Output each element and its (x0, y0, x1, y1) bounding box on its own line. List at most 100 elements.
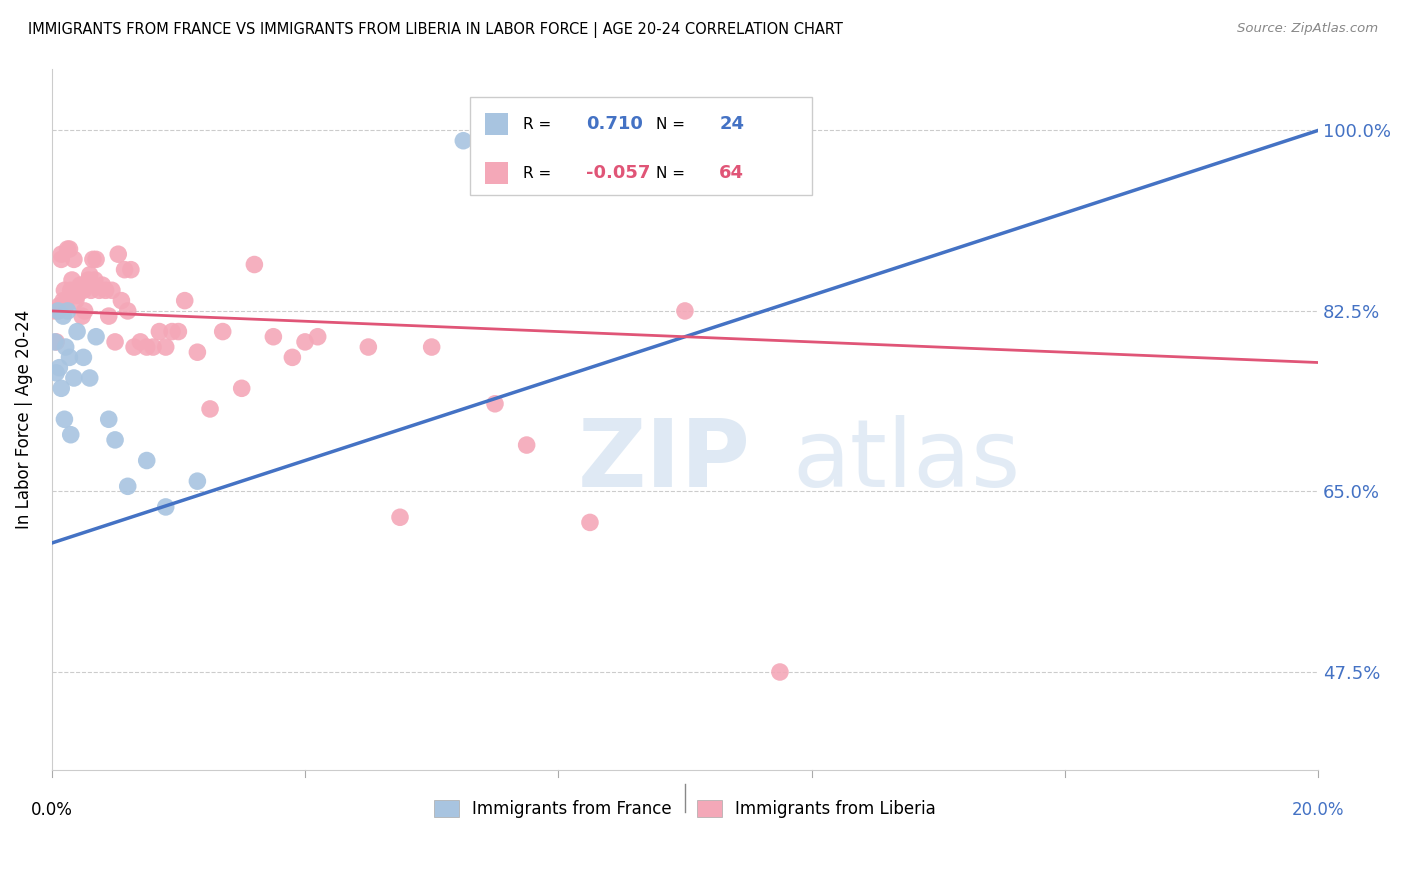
Point (48, 299, 70, 313)
Point (186, 345, 208, 359)
Point (66, 288, 89, 302)
Bar (485, 113, 508, 136)
Point (79, 371, 101, 385)
Point (307, 330, 329, 344)
Text: Source: ZipAtlas.com: Source: ZipAtlas.com (1237, 22, 1378, 36)
Point (72, 283, 94, 297)
Point (66, 325, 89, 339)
Point (53, 283, 76, 297)
Point (51, 381, 73, 395)
Point (198, 401, 221, 416)
Point (357, 340, 380, 354)
Point (135, 340, 157, 354)
Point (82, 252, 104, 267)
Point (91, 278, 114, 293)
Point (80, 283, 103, 297)
Point (104, 334, 127, 349)
Point (94, 283, 117, 297)
Point (46, 304, 69, 318)
Point (77, 273, 100, 287)
Point (101, 283, 124, 297)
Point (63, 371, 86, 385)
Point (44, 334, 66, 349)
Point (122, 340, 145, 354)
Point (243, 258, 266, 272)
Point (44, 304, 66, 318)
Point (51, 252, 73, 267)
Point (70, 309, 93, 323)
Text: N =: N = (655, 117, 690, 132)
Point (135, 453, 157, 467)
Point (186, 474, 208, 488)
Point (769, 665, 792, 679)
Point (104, 433, 127, 447)
Point (72, 351, 94, 365)
Bar (470, 96, 811, 194)
Text: 24: 24 (718, 115, 744, 133)
Point (56, 242, 79, 256)
Point (59, 427, 82, 442)
Point (51, 247, 73, 261)
Point (76, 278, 98, 293)
Point (65, 293, 87, 308)
Text: 0.0%: 0.0% (31, 800, 73, 819)
Point (110, 293, 132, 308)
Point (53, 412, 76, 426)
Point (60, 273, 83, 287)
Point (117, 304, 139, 318)
Point (45, 334, 67, 349)
Point (231, 381, 253, 395)
Point (388, 510, 411, 524)
Point (579, 516, 602, 530)
Text: 20.0%: 20.0% (1292, 800, 1344, 819)
Point (281, 351, 304, 365)
Point (160, 325, 183, 339)
Point (120, 262, 142, 277)
Point (516, 438, 538, 452)
Point (673, 304, 696, 318)
Point (52, 293, 75, 308)
Point (69, 278, 91, 293)
Text: ZIP: ZIP (578, 416, 751, 508)
Point (294, 334, 316, 349)
Point (211, 325, 233, 339)
Y-axis label: In Labor Force | Age 20-24: In Labor Force | Age 20-24 (15, 310, 32, 529)
Text: atlas: atlas (793, 416, 1021, 508)
Point (55, 299, 77, 313)
Point (52, 309, 75, 323)
Point (155, 340, 177, 354)
Text: R =: R = (523, 117, 555, 132)
Point (484, 128, 506, 143)
Point (129, 334, 152, 349)
Point (84, 252, 107, 267)
Text: 0.710: 0.710 (586, 115, 643, 133)
Point (142, 340, 165, 354)
Point (73, 304, 96, 318)
Point (63, 252, 86, 267)
Point (83, 273, 105, 287)
Point (117, 479, 139, 493)
Text: -0.057: -0.057 (586, 164, 651, 182)
Point (148, 325, 170, 339)
Point (114, 262, 136, 277)
Text: 64: 64 (718, 164, 744, 182)
Bar (485, 162, 508, 185)
Point (84, 330, 107, 344)
Point (45, 366, 67, 380)
Text: N =: N = (655, 166, 690, 181)
Text: IMMIGRANTS FROM FRANCE VS IMMIGRANTS FROM LIBERIA IN LABOR FORCE | AGE 20-24 COR: IMMIGRANTS FROM FRANCE VS IMMIGRANTS FRO… (28, 22, 844, 38)
Point (89, 283, 111, 297)
Point (420, 340, 443, 354)
Text: R =: R = (523, 166, 555, 181)
Point (59, 283, 82, 297)
Point (453, 134, 475, 148)
Point (58, 242, 80, 256)
Point (79, 268, 101, 282)
Legend: Immigrants from France, Immigrants from Liberia: Immigrants from France, Immigrants from … (427, 793, 942, 825)
Point (55, 340, 77, 354)
Point (107, 247, 129, 261)
Point (48, 360, 70, 375)
Point (56, 304, 79, 318)
Point (173, 293, 195, 308)
Point (46, 304, 69, 318)
